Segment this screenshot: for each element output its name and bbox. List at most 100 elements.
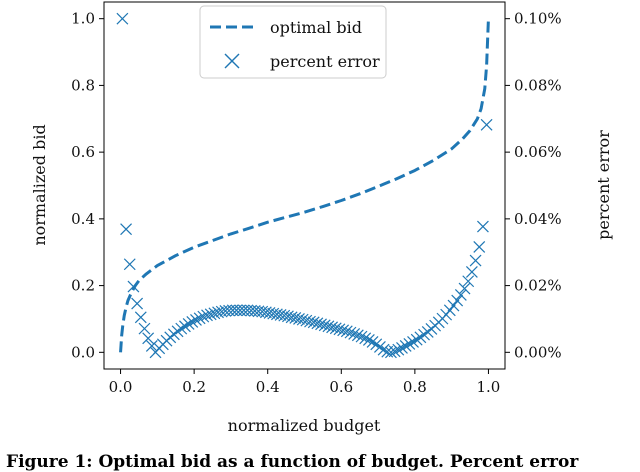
percent-error-point bbox=[473, 240, 486, 253]
percent-error-point bbox=[145, 340, 158, 352]
percent-error-point bbox=[311, 317, 324, 330]
percent-error-point bbox=[366, 336, 379, 348]
percent-error-point bbox=[201, 309, 213, 322]
percent-error-point bbox=[259, 306, 272, 319]
x-tick-label: 0.6 bbox=[329, 378, 353, 396]
percent-error-point bbox=[399, 340, 412, 352]
percent-error-point bbox=[296, 313, 309, 326]
legend-box bbox=[199, 5, 387, 79]
percent-error-point bbox=[454, 289, 467, 301]
percent-error-point bbox=[215, 305, 228, 318]
percent-error-point bbox=[407, 336, 419, 348]
percent-error-point bbox=[333, 323, 346, 336]
legend-label-optimal-bid: optimal bid bbox=[270, 18, 362, 37]
percent-error-point bbox=[134, 311, 147, 324]
percent-error-point bbox=[329, 322, 342, 335]
percent-error-point bbox=[385, 346, 397, 359]
y-tick-label: 0.4 bbox=[71, 210, 95, 228]
percent-error-point bbox=[304, 315, 316, 328]
percent-error-point bbox=[212, 306, 224, 319]
percent-error-point bbox=[315, 318, 327, 331]
percent-error-point bbox=[179, 320, 191, 333]
percent-error-point bbox=[373, 341, 386, 353]
percent-error-point bbox=[190, 314, 202, 326]
percent-error-point bbox=[414, 331, 427, 344]
y-tick-label: 0.2 bbox=[71, 277, 95, 295]
x-tick-label: 0.4 bbox=[256, 378, 280, 396]
percent-error-point bbox=[208, 307, 221, 320]
percent-error-point bbox=[480, 118, 493, 131]
percent-error-point bbox=[293, 313, 305, 325]
y2-tick-label: 0.02% bbox=[514, 277, 562, 295]
percent-error-point bbox=[396, 342, 408, 354]
y2-tick-label: 0.00% bbox=[514, 343, 562, 361]
percent-error-point bbox=[477, 220, 489, 233]
percent-error-point bbox=[193, 312, 206, 325]
percent-error-point bbox=[123, 258, 136, 271]
percent-error-point bbox=[337, 324, 350, 337]
percent-error-point bbox=[344, 326, 357, 339]
percent-error-point bbox=[282, 310, 294, 323]
figure-caption: Figure 1: Optimal bid as a function of b… bbox=[6, 452, 579, 472]
chart: 0.0 0.2 0.4 0.6 0.8 1.0 0.0 0.2 0.4 0.6 0.8 1.0 0.00… bbox=[30, 1, 613, 435]
percent-error-point bbox=[388, 345, 401, 358]
y2-axis-label: percent error bbox=[594, 130, 613, 240]
percent-error-point bbox=[182, 318, 195, 330]
percent-error-point bbox=[175, 322, 188, 335]
percent-error-point bbox=[362, 334, 375, 346]
percent-error-point bbox=[285, 311, 298, 324]
percent-error-point bbox=[256, 305, 269, 318]
percent-error-point bbox=[326, 321, 339, 334]
percent-error-point bbox=[469, 254, 482, 267]
percent-error-point bbox=[465, 265, 478, 278]
percent-error-point bbox=[403, 338, 416, 350]
x-axis-label: normalized budget bbox=[228, 416, 381, 435]
percent-error-point bbox=[447, 299, 460, 312]
y2-tick-label: 0.08% bbox=[514, 76, 562, 94]
percent-error-point bbox=[418, 328, 430, 341]
percent-error-point bbox=[142, 332, 155, 345]
percent-error-point bbox=[300, 314, 313, 327]
percent-error-point bbox=[131, 297, 144, 310]
y-tick-label: 1.0 bbox=[71, 10, 95, 28]
y-tick-label: 0.6 bbox=[71, 143, 95, 161]
legend-x-marker-swatch bbox=[224, 53, 240, 69]
percent-error-point bbox=[359, 332, 372, 345]
percent-error-point bbox=[392, 343, 405, 356]
percent-error-point bbox=[270, 308, 283, 321]
percent-error-point bbox=[377, 343, 390, 356]
percent-error-point bbox=[138, 322, 151, 335]
y-tick-label: 0.0 bbox=[71, 343, 95, 361]
percent-error-point bbox=[274, 309, 287, 321]
percent-error-point bbox=[458, 282, 471, 295]
percent-error-point bbox=[318, 319, 331, 332]
percent-error-point bbox=[370, 338, 383, 351]
y-axis-label: normalized bid bbox=[30, 124, 49, 245]
percent-error-point bbox=[462, 275, 475, 288]
percent-error-point bbox=[278, 309, 291, 322]
percent-error-point bbox=[451, 294, 464, 307]
percent-error-point bbox=[204, 308, 217, 321]
x-tick-label: 0.8 bbox=[403, 378, 427, 396]
percent-error-point bbox=[116, 12, 129, 25]
legend-label-percent-error: percent error bbox=[270, 52, 380, 71]
percent-error-point bbox=[443, 304, 456, 317]
y2-tick-label: 0.10% bbox=[514, 10, 562, 28]
percent-error-point bbox=[186, 316, 199, 328]
x-tick-label: 1.0 bbox=[477, 378, 501, 396]
percent-error-point bbox=[252, 305, 265, 318]
percent-error-point bbox=[289, 312, 302, 324]
percent-error-point bbox=[410, 333, 423, 346]
percent-error-point bbox=[322, 320, 335, 333]
percent-error-point bbox=[171, 325, 184, 338]
optimal-bid-line bbox=[119, 18, 490, 353]
percent-error-point bbox=[267, 307, 280, 320]
percent-error-point bbox=[348, 328, 361, 340]
x-tick-label: 0.2 bbox=[182, 378, 206, 396]
y2-tick-label: 0.06% bbox=[514, 143, 562, 161]
y2-tick-label: 0.04% bbox=[514, 210, 562, 228]
percent-error-point bbox=[263, 307, 276, 319]
plot-frame bbox=[103, 1, 506, 370]
percent-error-point bbox=[351, 329, 364, 342]
y-tick-label: 0.8 bbox=[71, 76, 95, 94]
